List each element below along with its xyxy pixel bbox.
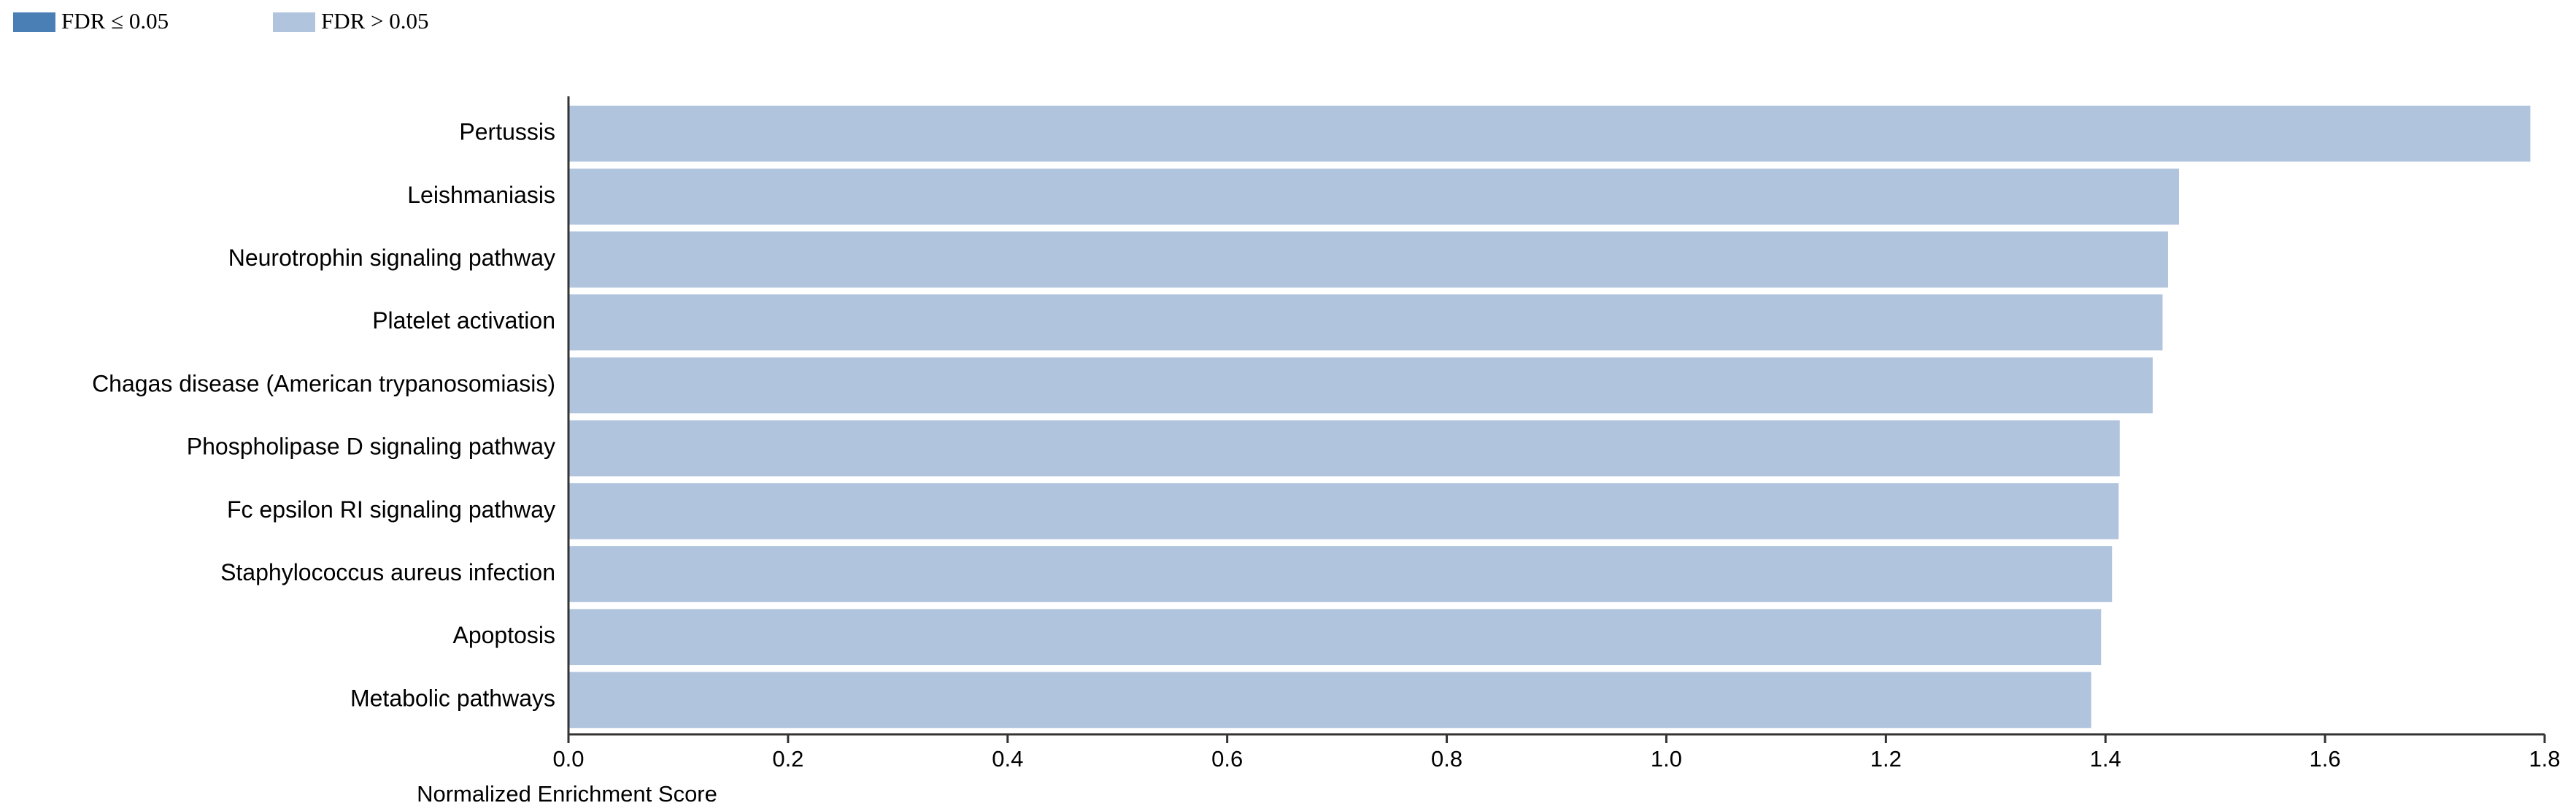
legend-label: FDR ≤ 0.05 [61,8,169,34]
legend-swatch [13,12,55,32]
category-label: Pertussis [459,119,555,145]
category-label: Platelet activation [372,307,555,334]
category-label: Fc epsilon RI signaling pathway [227,496,555,523]
x-tick-label: 0.0 [552,746,584,772]
x-tick-label: 0.6 [1211,746,1243,772]
category-label: Apoptosis [452,622,555,648]
category-label: Neurotrophin signaling pathway [228,245,555,271]
bar [568,231,2168,288]
bar [568,609,2102,666]
bar [568,357,2153,414]
bar [568,420,2120,477]
x-tick-label: 1.4 [2090,746,2121,772]
legend-swatch [273,12,315,32]
x-tick-label: 1.6 [2310,746,2341,772]
x-tick-label: 1.8 [2529,746,2560,772]
category-label: Staphylococcus aureus infection [220,559,555,585]
x-tick-label: 1.0 [1651,746,1682,772]
legend-label: FDR > 0.05 [321,8,429,34]
category-label: Leishmaniasis [407,182,555,208]
x-tick-label: 0.4 [992,746,1023,772]
category-label: Phospholipase D signaling pathway [187,434,555,460]
category-label: Metabolic pathways [350,685,555,711]
bar [568,105,2531,162]
bar [568,168,2180,225]
bar [568,294,2163,351]
x-axis-title: Normalized Enrichment Score [417,781,717,807]
bar [568,546,2113,602]
bar [568,483,2119,539]
category-label: Chagas disease (American trypanosomiasis… [92,370,555,396]
x-tick-label: 1.2 [1870,746,1902,772]
x-tick-label: 0.2 [772,746,803,772]
bar [568,672,2091,729]
x-tick-label: 0.8 [1431,746,1462,772]
